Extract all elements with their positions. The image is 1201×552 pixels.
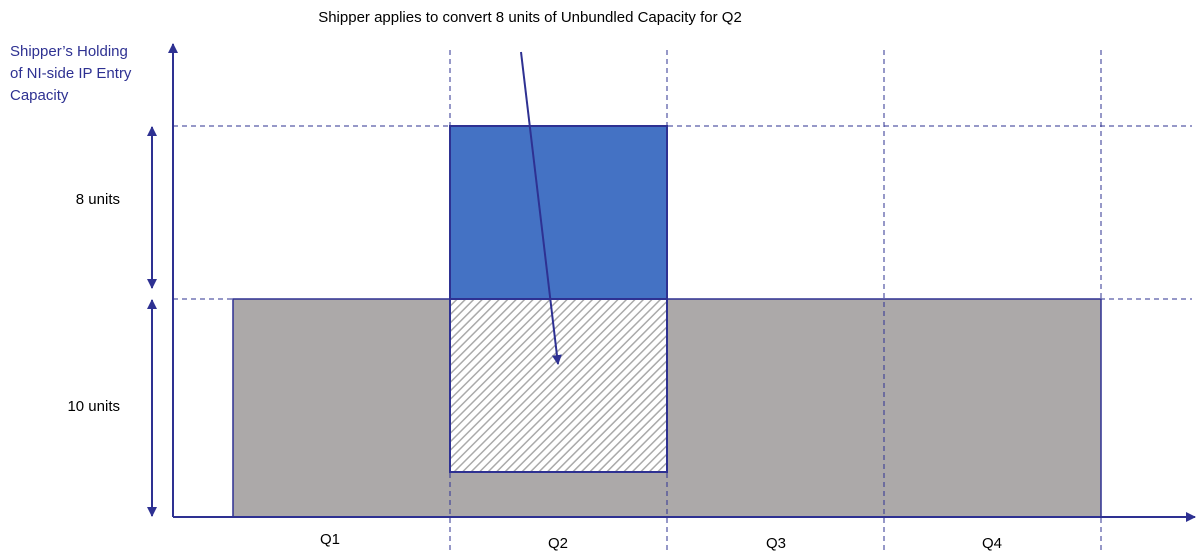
quarter-label: Q1 [320,531,340,548]
pointer-arrow [520,51,562,365]
y-axis-label: Shipper’s Holding [10,43,128,60]
y-axis-label: Capacity [10,87,69,104]
bracket-label: 10 units [67,398,120,415]
title: Shipper applies to convert 8 units of Un… [318,9,742,26]
quarter-label: Q4 [982,535,1002,552]
guides [173,50,1192,552]
quarter-label: Q2 [548,535,568,552]
quarter-label: Q3 [766,535,786,552]
y-axis-label: of NI-side IP Entry [10,65,132,82]
converted-block [449,125,668,300]
hatched-block [449,298,668,473]
bracket-label: 8 units [76,191,120,208]
